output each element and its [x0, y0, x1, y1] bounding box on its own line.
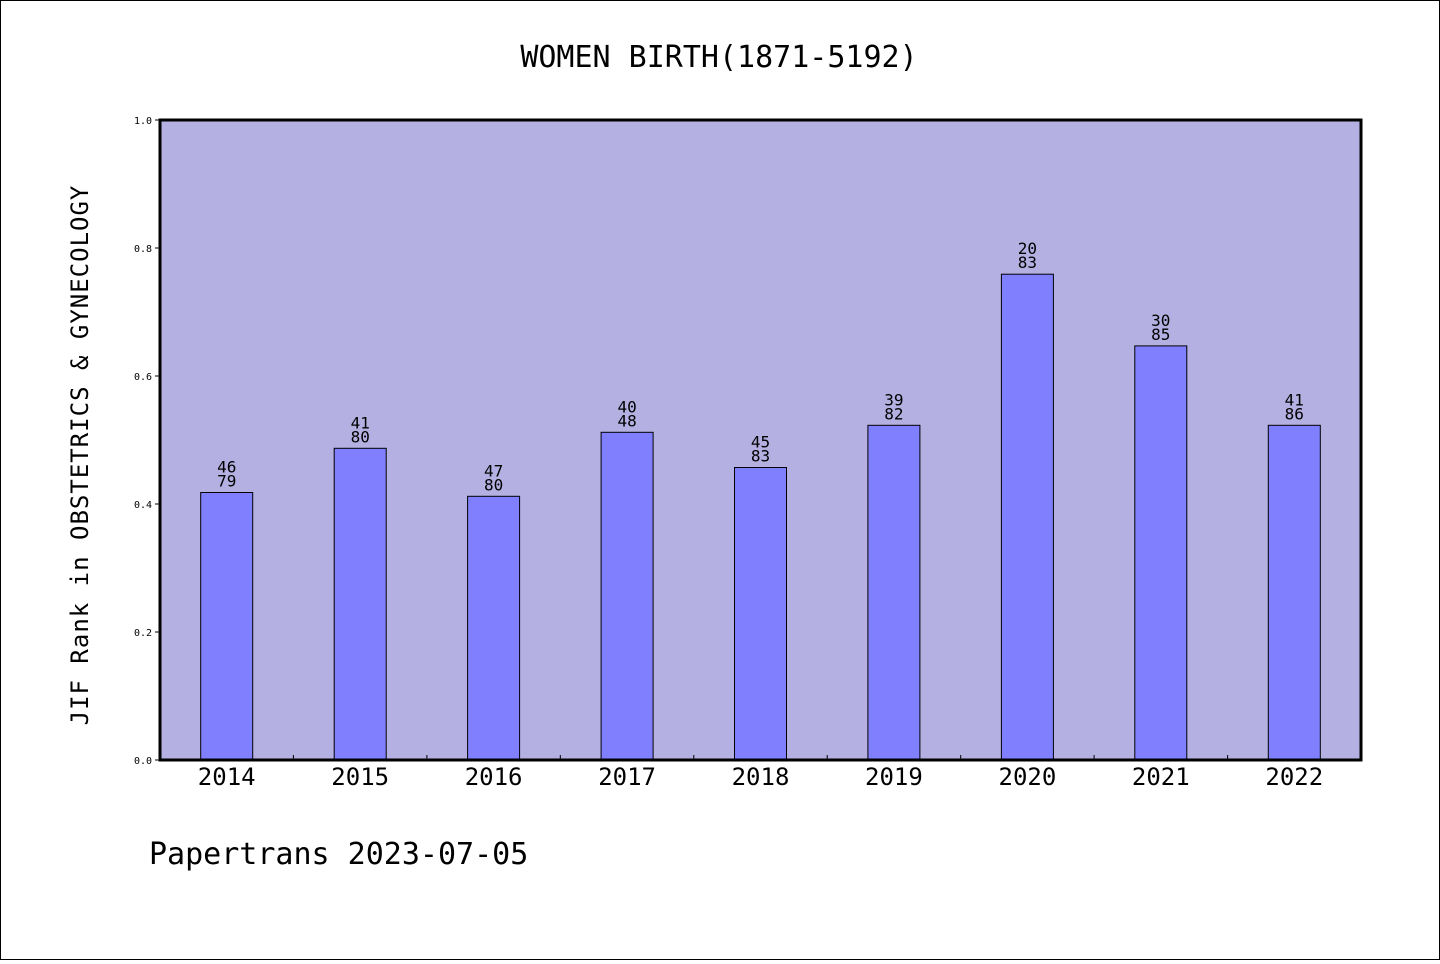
y-axis-label: JIF Rank in OBSTETRICS & GYNECOLOGY — [66, 185, 94, 726]
y-ticks-group: 0.0 0.2 0.4 0.6 0.8 1.0 — [134, 116, 160, 767]
x-tick-label-2014: 2014 — [198, 763, 256, 791]
bar-2017 — [600, 431, 654, 761]
bar-2019 — [867, 424, 921, 761]
bar-label-bottom-2014: 79 — [217, 472, 236, 491]
bar-label-top-2021: 30 — [1151, 311, 1170, 330]
bar-2021 — [1134, 345, 1188, 761]
bar-2018 — [734, 467, 787, 761]
y-tick-label: 0.2 — [134, 628, 152, 639]
bar-label-bottom-2016: 80 — [484, 475, 503, 494]
x-ticks-group: 2014 2015 2016 2017 2018 2019 2020 2021 2022 — [198, 755, 1323, 791]
x-tick-label-2017: 2017 — [598, 763, 656, 791]
bar-label-top-2015: 41 — [351, 413, 370, 432]
x-tick-label-2015: 2015 — [331, 763, 389, 791]
y-tick-label: 0.4 — [134, 500, 152, 511]
bar-2016 — [467, 495, 521, 761]
bar-label-bottom-2021: 85 — [1151, 325, 1170, 344]
bar-label-bottom-2018: 83 — [751, 447, 770, 466]
bar-2022 — [1267, 424, 1321, 761]
chart-title: WOMEN BIRTH(1871-5192) — [520, 40, 917, 75]
x-tick-label-2016: 2016 — [465, 763, 523, 791]
bar-label-top-2019: 39 — [884, 390, 903, 409]
bar-label-top-2020: 20 — [1018, 239, 1037, 258]
bar-label-bottom-2017: 48 — [617, 411, 636, 430]
y-tick-label: 1.0 — [134, 116, 152, 127]
bar-2020 — [1000, 273, 1054, 761]
bar-2014 — [200, 492, 254, 761]
bar-label-bottom-2015: 80 — [351, 427, 370, 446]
bar-label-bottom-2022: 86 — [1285, 404, 1304, 423]
bar-label-bottom-2020: 83 — [1018, 253, 1037, 272]
bar-label-bottom-2019: 82 — [884, 404, 903, 423]
x-tick-label-2021: 2021 — [1132, 763, 1190, 791]
y-tick-label: 0.0 — [134, 756, 152, 767]
footer-credit: Papertrans 2023-07-05 — [149, 837, 528, 872]
bar-label-top-2018: 45 — [751, 433, 770, 452]
x-tick-label-2019: 2019 — [865, 763, 923, 791]
x-tick-label-2022: 2022 — [1265, 763, 1323, 791]
y-tick-label: 0.8 — [134, 244, 152, 255]
x-tick-label-2018: 2018 — [732, 763, 790, 791]
bar-label-top-2017: 40 — [617, 397, 636, 416]
y-tick-label: 0.6 — [134, 372, 152, 383]
x-tick-label-2020: 2020 — [999, 763, 1057, 791]
bar-2015 — [333, 447, 387, 761]
bar-label-top-2016: 47 — [484, 461, 503, 480]
bar-label-top-2014: 46 — [217, 458, 236, 477]
bars-group — [200, 273, 1321, 761]
bar-label-top-2022: 41 — [1285, 390, 1304, 409]
plot-border — [158, 118, 1363, 762]
